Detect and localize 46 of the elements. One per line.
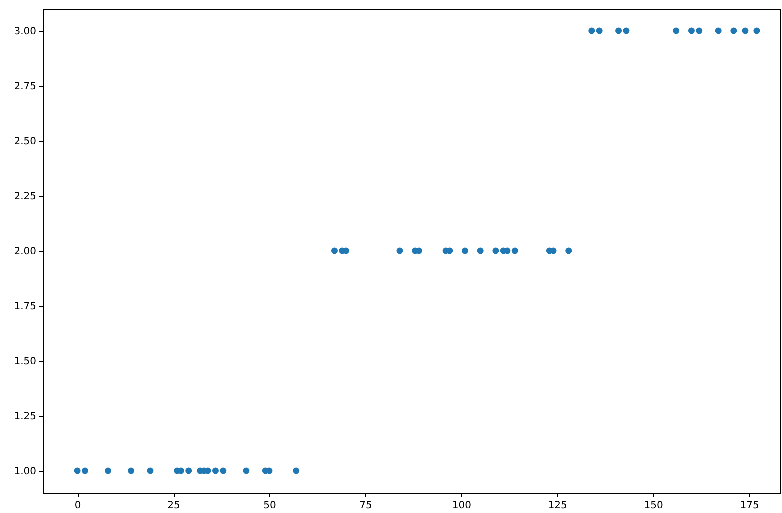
y-tick-label: 2.00	[14, 246, 36, 258]
x-tick-label: 125	[548, 500, 568, 512]
point	[673, 28, 680, 34]
point	[105, 468, 112, 474]
y-tick-label: 1.00	[14, 466, 36, 478]
y-tick-label: 1.25	[14, 412, 36, 422]
point	[742, 28, 749, 34]
point	[715, 28, 722, 34]
y-tick-label: 2.50	[14, 136, 36, 148]
point	[147, 468, 154, 474]
y-tick-label: 3.00	[14, 26, 36, 38]
point	[293, 468, 300, 474]
y-tick-label: 1.75	[14, 302, 36, 312]
x-tick-label: 175	[740, 500, 760, 512]
x-tick-label: 50	[264, 500, 276, 512]
point	[512, 248, 518, 254]
point	[477, 248, 484, 254]
point	[754, 28, 760, 34]
y-tick-label: 1.50	[14, 356, 36, 368]
point	[220, 468, 227, 474]
point	[343, 248, 350, 254]
point	[616, 28, 622, 34]
point	[396, 248, 404, 254]
point	[243, 468, 250, 474]
y-tick-label: 2.25	[14, 192, 36, 202]
x-tick-label: 100	[452, 500, 472, 512]
x-tick-label: 150	[644, 500, 664, 512]
x-tick-label: 75	[360, 500, 372, 512]
point	[82, 468, 88, 474]
point	[566, 248, 572, 254]
point	[74, 468, 81, 474]
point	[492, 248, 500, 254]
point	[596, 28, 603, 34]
point	[588, 28, 596, 34]
y-tick-label: 2.75	[14, 82, 36, 92]
point	[186, 468, 192, 474]
point	[212, 468, 219, 474]
point	[696, 28, 703, 34]
point	[331, 248, 338, 254]
x-tick-label: 0	[74, 500, 82, 512]
point	[128, 468, 135, 474]
point	[730, 28, 738, 34]
point	[623, 28, 630, 34]
x-tick-label: 25	[168, 500, 180, 512]
point	[462, 248, 468, 254]
point	[688, 28, 695, 34]
